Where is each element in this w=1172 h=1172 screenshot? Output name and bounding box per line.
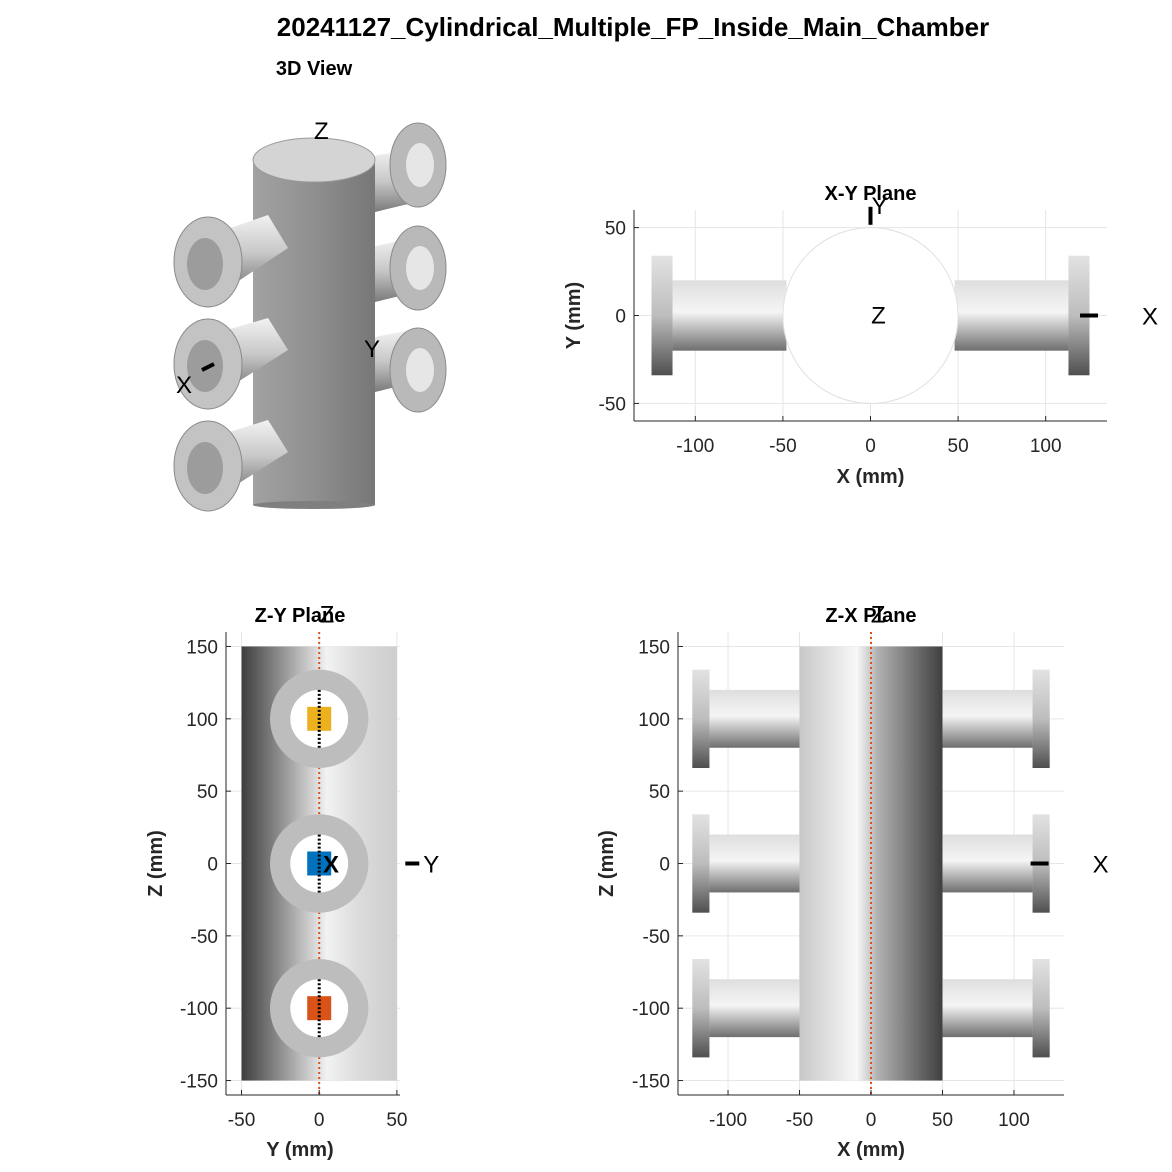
y-tick-label: 0 xyxy=(615,307,626,328)
axis-marker-label: Z xyxy=(871,602,886,629)
y-tick-label: -50 xyxy=(599,394,626,415)
y-tick-label: -100 xyxy=(180,999,218,1020)
x-tick-label: 50 xyxy=(932,1110,953,1131)
x-tick-label: -100 xyxy=(676,436,714,457)
xy-tube xyxy=(672,280,787,351)
xy-chamber-circle xyxy=(782,227,959,404)
xy-flange xyxy=(651,255,673,376)
3d-ports-left xyxy=(173,215,288,512)
y-tick-label: 150 xyxy=(186,637,218,658)
3d-axis-tick xyxy=(201,362,215,372)
y-axis-label: Z (mm) xyxy=(145,830,167,897)
3d-port xyxy=(173,420,288,512)
zx-tube xyxy=(709,979,803,1038)
x-axis-label: X (mm) xyxy=(837,466,905,488)
3d-port xyxy=(360,122,447,212)
zx-plane-panel: -100 -50 0 50 100 -150 -100 -50 0 50 100 150 Z-X Pla… xyxy=(596,602,1109,1161)
3d-port xyxy=(173,215,288,308)
x-tick-label: 50 xyxy=(948,436,969,457)
zx-flange xyxy=(692,814,710,913)
axis-marker-label: X xyxy=(1142,304,1158,331)
xy-flange xyxy=(1068,255,1090,376)
y-tick-label: 150 xyxy=(638,637,670,658)
axis-marker-label: Y xyxy=(423,852,439,879)
zx-flange xyxy=(692,669,710,769)
zx-tube xyxy=(939,834,1033,893)
x-tick-label: 50 xyxy=(386,1110,407,1131)
x-tick-label: -50 xyxy=(769,436,796,457)
y-tick-label: 0 xyxy=(207,855,218,876)
axis-marker-label: X xyxy=(1093,852,1109,879)
x-tick-label: 0 xyxy=(866,1110,877,1131)
xy-plane-panel: -100 -50 0 50 100 -50 0 50 X-Y Plane X (mm) Y (mm)… xyxy=(563,183,1158,488)
axis-marker-label: Y xyxy=(872,193,888,220)
3d-view-panel: 3D View xyxy=(173,58,447,512)
axis-marker-label: X xyxy=(323,852,339,879)
3d-ports-right xyxy=(360,122,447,413)
y-tick-label: -150 xyxy=(180,1072,218,1093)
panel-title: Z-X Plane xyxy=(825,605,916,627)
zx-flange xyxy=(1032,669,1050,769)
zx-flange xyxy=(692,958,710,1058)
3d-port xyxy=(360,327,447,413)
figure-title: 20241127_Cylindrical_Multiple_FP_Inside_… xyxy=(277,12,989,42)
y-axis-label: Z (mm) xyxy=(596,830,618,897)
xy-tube xyxy=(954,280,1069,351)
3d-port xyxy=(173,318,288,410)
y-tick-label: 50 xyxy=(605,219,626,240)
y-axis-label: Y (mm) xyxy=(563,282,585,349)
x-tick-label: -50 xyxy=(228,1110,255,1131)
zx-tube xyxy=(939,979,1033,1038)
y-tick-label: 50 xyxy=(197,782,218,803)
y-tick-label: 100 xyxy=(186,710,218,731)
x-axis-label: X (mm) xyxy=(837,1139,905,1161)
zx-tube xyxy=(709,834,803,893)
x-tick-label: -50 xyxy=(786,1110,813,1131)
zx-flange xyxy=(1032,958,1050,1058)
panel-title: X-Y Plane xyxy=(825,183,917,205)
x-tick-label: 0 xyxy=(865,436,876,457)
y-tick-label: -50 xyxy=(191,927,218,948)
y-tick-label: -150 xyxy=(632,1072,670,1093)
3d-port xyxy=(360,225,447,311)
panel-title: Z-Y Plane xyxy=(255,605,346,627)
x-tick-label: -100 xyxy=(709,1110,747,1131)
x-axis-label: Y (mm) xyxy=(266,1139,333,1161)
axis-marker-label: Z xyxy=(871,303,886,330)
3d-axis-marker-z: Z xyxy=(314,118,329,145)
y-tick-label: 50 xyxy=(649,782,670,803)
3d-axis-marker-y: Y xyxy=(364,336,380,363)
y-tick-label: 0 xyxy=(659,855,670,876)
zx-tube xyxy=(939,689,1033,748)
zx-tube xyxy=(709,689,803,748)
3d-axis-marker-x: X xyxy=(176,372,192,399)
axis-marker-label: Z xyxy=(320,602,335,629)
x-tick-label: 100 xyxy=(1030,436,1062,457)
x-tick-label: 0 xyxy=(314,1110,325,1131)
y-tick-label: 100 xyxy=(638,710,670,731)
zy-plane-panel: -50 0 50 -150 -100 -50 0 50 100 150 Z-Y Plane Y (mm… xyxy=(145,602,439,1161)
y-tick-label: -50 xyxy=(643,927,670,948)
y-tick-label: -100 xyxy=(632,999,670,1020)
x-tick-label: 100 xyxy=(998,1110,1030,1131)
3d-view-title: 3D View xyxy=(276,58,353,80)
